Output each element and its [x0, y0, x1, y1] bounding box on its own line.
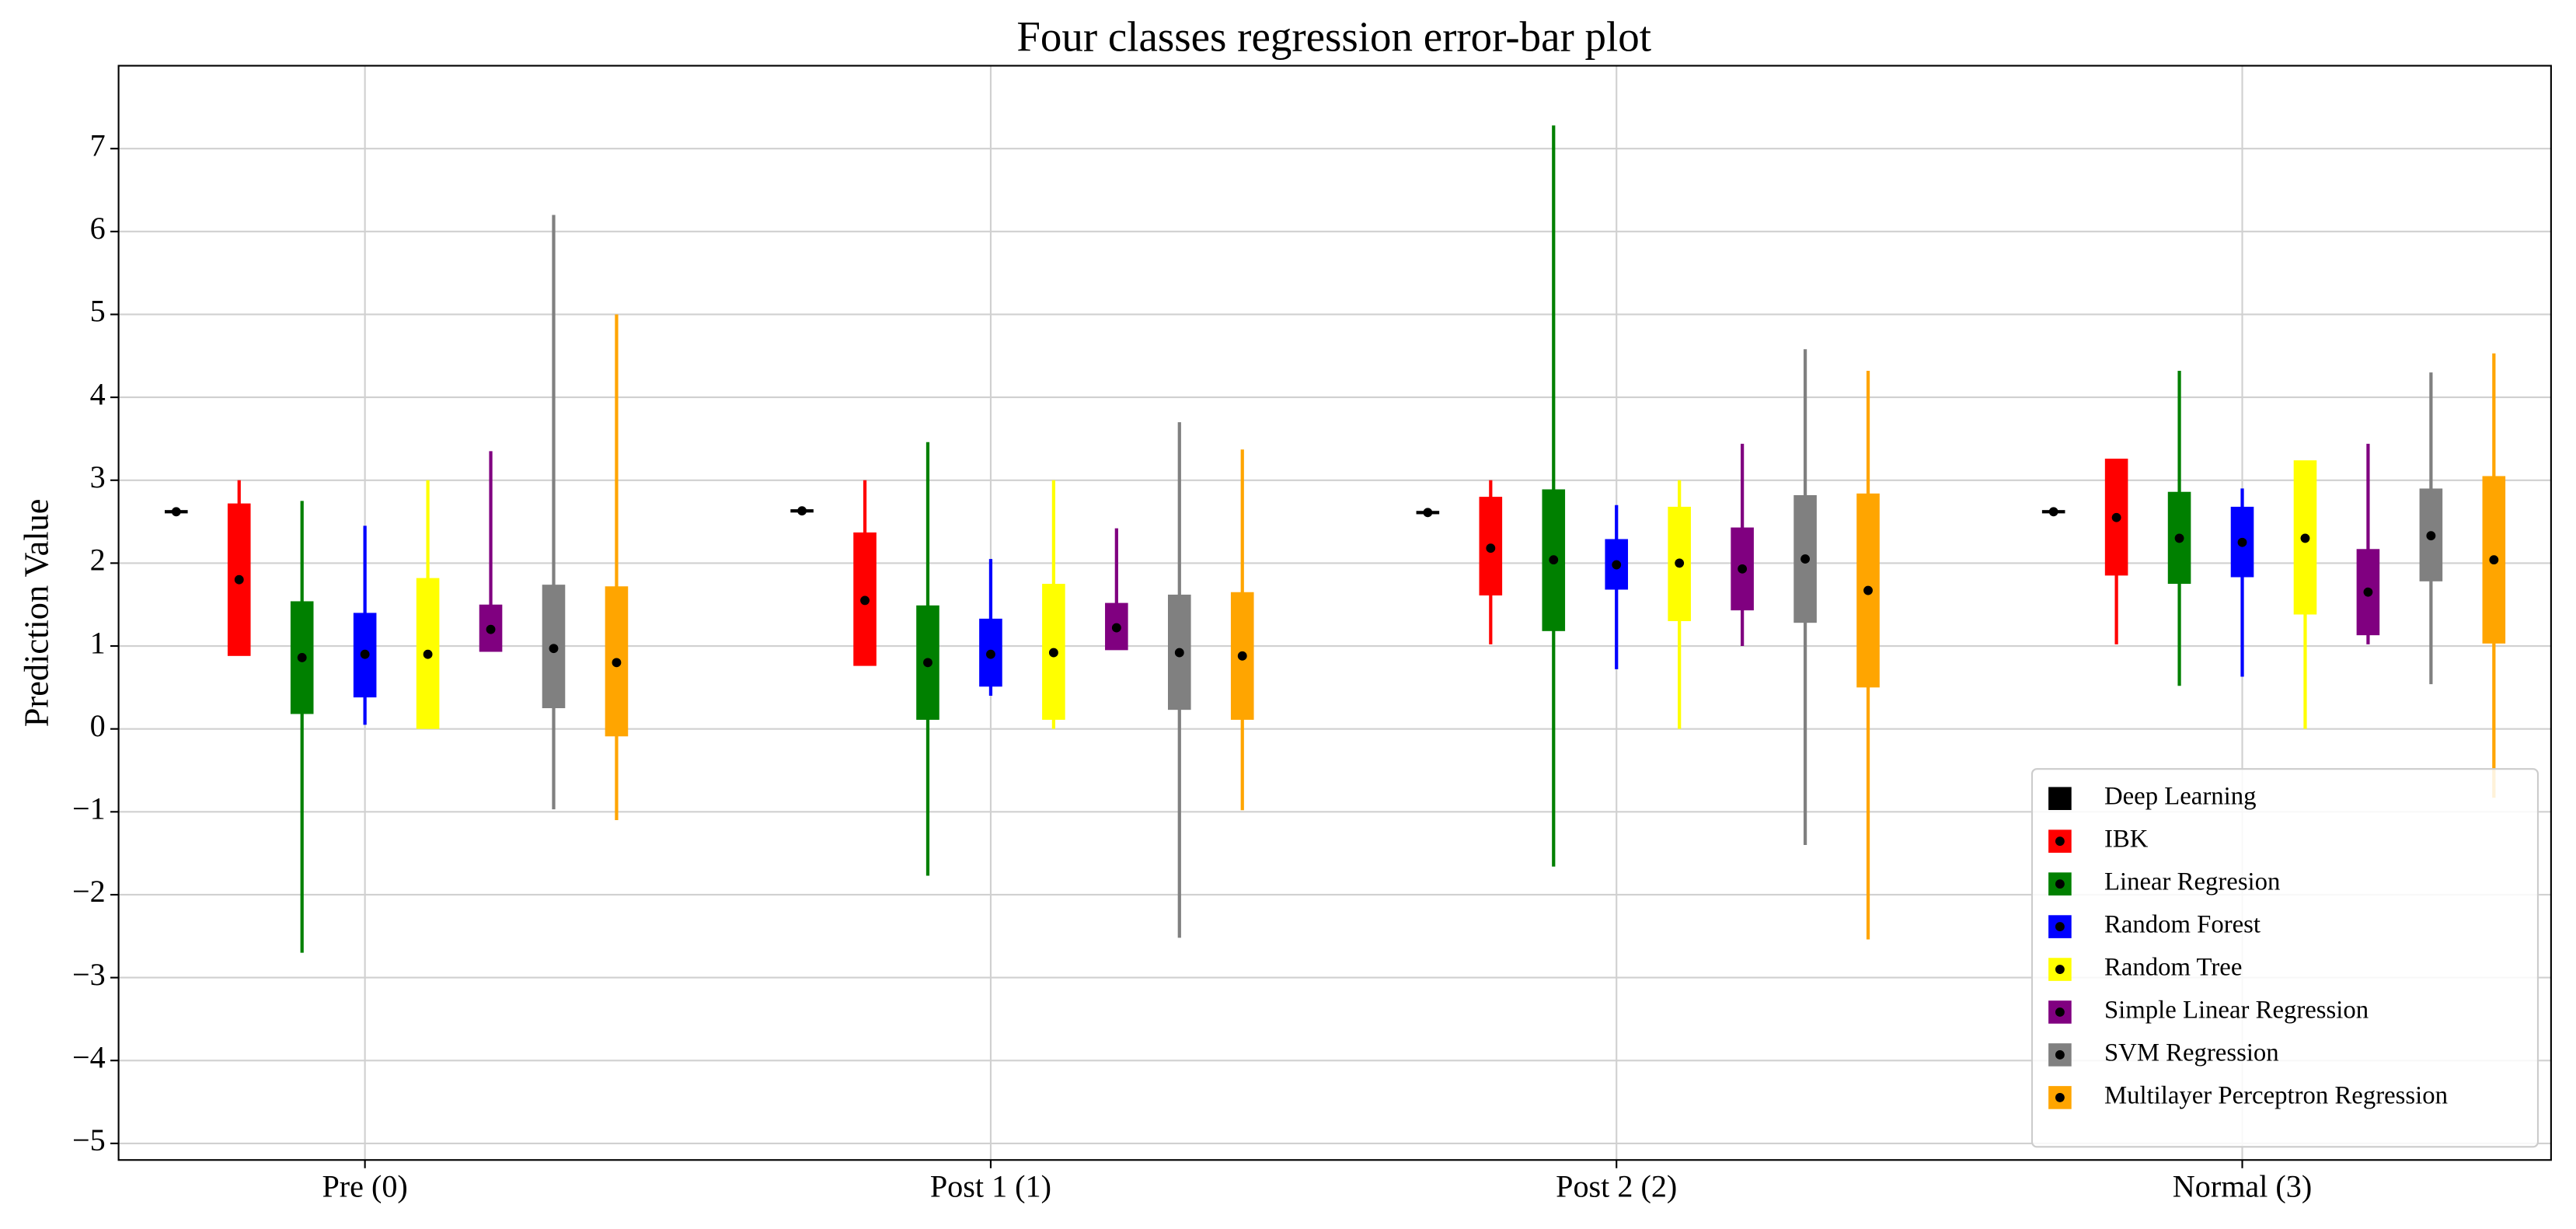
legend-dot [2055, 1050, 2065, 1060]
y-axis-label: Prediction Value [16, 499, 55, 728]
mean-dot [2300, 533, 2310, 543]
mean-dot [2426, 531, 2436, 541]
legend-dot [2055, 1092, 2065, 1102]
mean-dot [1738, 564, 1748, 574]
mean-dot [2174, 533, 2184, 543]
y-tick-label: 0 [90, 708, 106, 743]
mean-dot [1612, 560, 1622, 570]
x-tick-label: Normal (3) [2173, 1168, 2312, 1203]
mean-dot [486, 624, 496, 634]
legend-label: Linear Regresion [2104, 868, 2280, 896]
y-tick-label: −1 [72, 791, 106, 826]
legend-label: SVM Regression [2104, 1039, 2279, 1067]
legend-dot [2055, 879, 2065, 889]
legend-label: Random Tree [2104, 954, 2242, 982]
mean-dot [1111, 623, 1121, 633]
mean-dot [1800, 554, 1811, 564]
mean-dot [1675, 558, 1685, 568]
plot-frame [117, 65, 2552, 1161]
mean-dot [423, 649, 433, 659]
legend-label: Multilayer Perceptron Regression [2104, 1081, 2448, 1109]
mean-dot [1549, 555, 1559, 565]
mean-dot [612, 658, 622, 668]
mean-dot [986, 649, 995, 659]
y-tick-label: 1 [90, 625, 106, 660]
mean-dot [860, 595, 870, 606]
chart-title: Four classes regression error-bar plot [1016, 12, 1651, 60]
mean-dot [797, 506, 807, 516]
legend-dot [2055, 794, 2065, 804]
mean-dot [2237, 537, 2247, 547]
y-tick-label: −5 [72, 1123, 106, 1157]
legend-label: IBK [2104, 826, 2149, 854]
mean-dot [1863, 585, 1873, 595]
legend-dot [2055, 965, 2065, 974]
mean-dot [1486, 543, 1496, 553]
legend-label: Simple Linear Regression [2104, 997, 2369, 1025]
y-tick-label: −2 [72, 874, 106, 909]
y-tick-label: 7 [90, 127, 106, 162]
mean-dot [1048, 648, 1058, 658]
y-tick-label: 6 [90, 211, 106, 246]
y-tick-label: −3 [72, 957, 106, 992]
mean-dot [549, 644, 559, 654]
y-tick-label: −4 [72, 1039, 106, 1074]
y-tick-label: 5 [90, 294, 106, 329]
mean-dot [2048, 507, 2058, 517]
x-tick-label: Post 2 (2) [1556, 1168, 1677, 1203]
mean-dot [297, 653, 307, 662]
mean-dot [1174, 648, 1184, 658]
y-tick-label: 2 [90, 543, 106, 578]
mean-dot [923, 658, 932, 668]
mean-dot [171, 507, 181, 517]
legend-frame [2030, 768, 2539, 1148]
legend-label: Deep Learning [2104, 783, 2257, 811]
mean-dot [1237, 651, 1247, 661]
mean-dot [2489, 555, 2499, 565]
y-tick-label: 4 [90, 376, 106, 411]
mean-dot [234, 574, 244, 585]
x-tick-label: Pre (0) [322, 1168, 407, 1203]
x-tick-label: Post 1 (1) [930, 1168, 1051, 1203]
legend-label: Random Forest [2104, 911, 2261, 939]
mean-dot [2111, 512, 2121, 522]
legend-dot [2055, 1007, 2065, 1017]
legend-dot [2055, 922, 2065, 932]
mean-dot [360, 649, 370, 659]
mean-dot [1423, 508, 1433, 518]
y-tick-label: 3 [90, 459, 106, 494]
legend-dot [2055, 836, 2065, 847]
mean-dot [2363, 587, 2373, 597]
